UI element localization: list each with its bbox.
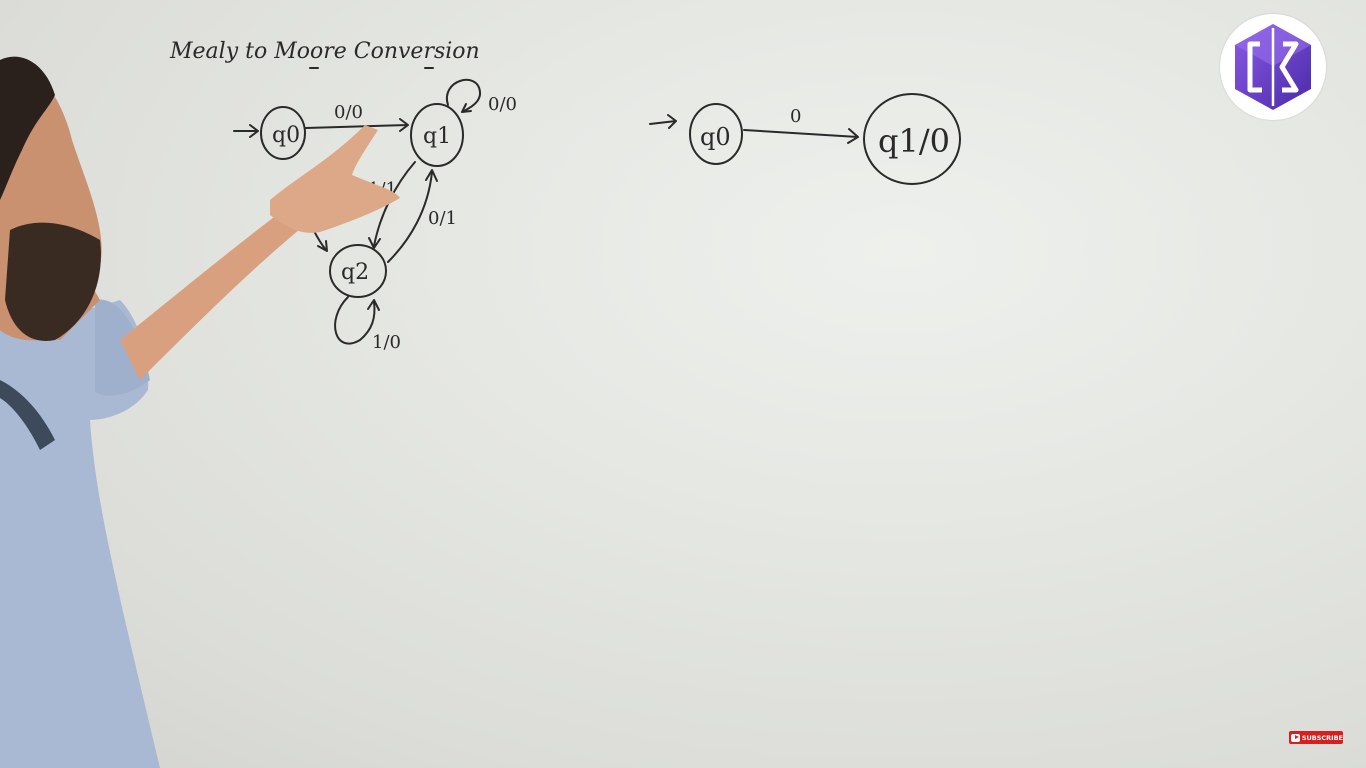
transition-q1-self-loop xyxy=(445,78,482,113)
presenter-hand xyxy=(270,125,400,233)
transition-q1-self-label: 0/0 xyxy=(488,94,517,115)
state-q2-circle xyxy=(329,244,387,298)
moore-state-q0-label: q0 xyxy=(700,123,731,151)
presenter xyxy=(0,56,400,768)
channel-logo xyxy=(1220,14,1326,120)
presenter-hair xyxy=(0,56,55,201)
transition-q2-q1 xyxy=(387,169,438,263)
state-q1-circle xyxy=(410,103,464,167)
moore-state-q1-label: q1/0 xyxy=(878,122,950,160)
moore-machine-diagram: q0 0 q1/0 xyxy=(649,93,961,185)
moore-transition-q0-q1 xyxy=(743,128,859,144)
moore-state-q1-circle xyxy=(863,93,961,185)
transition-q0-q1-label: 0/0 xyxy=(334,102,363,123)
transition-q2-q1-label: 0/1 xyxy=(428,208,457,229)
board-title: Mealy to Moore Conversion xyxy=(169,39,480,64)
gs-hexagon-logo-icon xyxy=(1235,24,1311,110)
presenter-beard xyxy=(5,222,101,341)
moore-transition-label: 0 xyxy=(790,106,801,127)
transition-q2-self-loop xyxy=(334,296,380,345)
transition-q2-self-label: 1/0 xyxy=(372,332,401,353)
start-arrow-q0 xyxy=(233,124,259,138)
subscribe-label: SUBSCRIBE xyxy=(1301,733,1343,742)
state-q0-circle xyxy=(260,106,306,160)
transition-q0-q1 xyxy=(305,118,409,132)
start-arrow-moore-q0 xyxy=(649,114,677,129)
state-q0-label: q0 xyxy=(272,123,300,148)
presenter-arm xyxy=(120,205,305,380)
mealy-machine-diagram: q0 0/0 q1 0/0 1/1 0/1 q2 1/0 xyxy=(233,78,517,353)
state-q1-label: q1 xyxy=(423,124,451,149)
state-q2-label: q2 xyxy=(341,260,369,285)
youtube-play-icon xyxy=(1291,733,1300,742)
presenter-collar xyxy=(0,380,55,450)
subscribe-button[interactable]: SUBSCRIBE xyxy=(1289,731,1343,744)
moore-state-q0-circle xyxy=(689,103,743,165)
